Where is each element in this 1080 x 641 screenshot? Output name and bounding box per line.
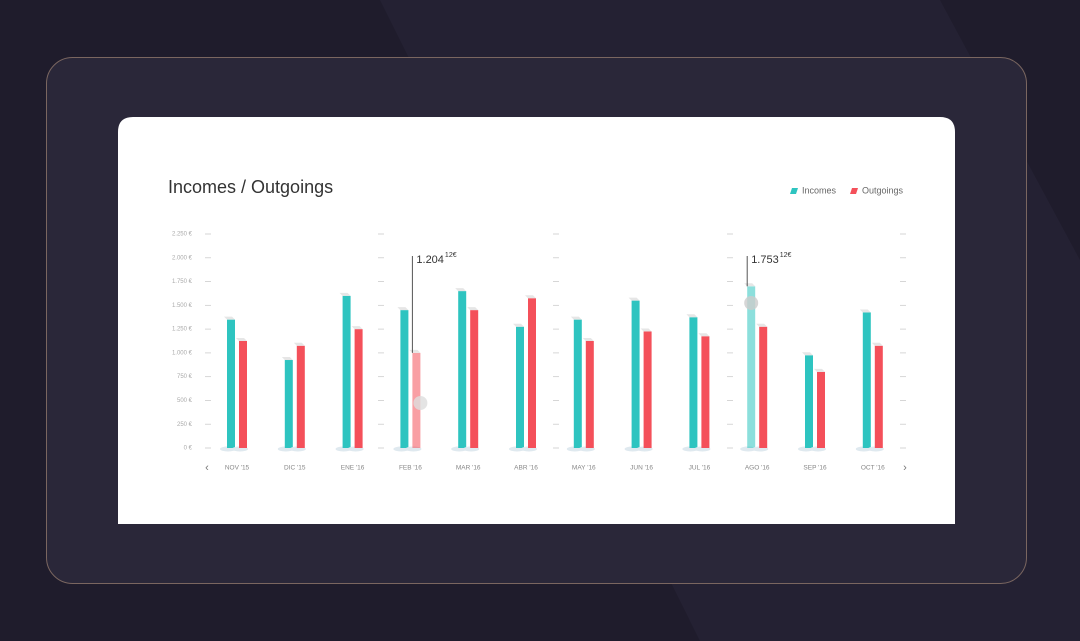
bar-cap bbox=[513, 323, 524, 327]
bar-cap bbox=[281, 357, 293, 361]
bar bbox=[874, 345, 883, 448]
bar-cap bbox=[455, 288, 467, 292]
bar bbox=[747, 286, 756, 448]
bar bbox=[239, 341, 247, 448]
y-tick-label: 1.000 € bbox=[172, 350, 193, 356]
x-tick-label: DIC '15 bbox=[284, 465, 306, 472]
prev-arrow[interactable]: ‹ bbox=[205, 462, 209, 474]
annotation-value: 1.753 bbox=[751, 254, 779, 266]
bar bbox=[516, 326, 524, 448]
x-tick-label: AGO '16 bbox=[745, 465, 770, 472]
bar-cap bbox=[686, 314, 698, 318]
y-tick-label: 1.500 € bbox=[172, 303, 193, 309]
bar bbox=[573, 319, 582, 448]
bar-cap bbox=[698, 333, 710, 337]
bar-cap bbox=[525, 295, 536, 299]
y-tick-label: 0 € bbox=[184, 446, 193, 452]
bar-cap bbox=[467, 307, 479, 311]
bar bbox=[342, 295, 351, 448]
x-tick-label: NOV '15 bbox=[225, 465, 250, 472]
bar bbox=[689, 317, 698, 448]
y-tick-label: 500 € bbox=[177, 398, 193, 404]
chart-title: Incomes / Outgoings bbox=[168, 177, 333, 197]
bar-cap bbox=[224, 316, 235, 320]
x-tick-label: MAY '16 bbox=[572, 465, 596, 472]
bar-cap bbox=[351, 326, 363, 330]
annotation-sup: 12€ bbox=[445, 252, 457, 259]
x-tick-label: SEP '16 bbox=[803, 465, 827, 472]
bar-cap bbox=[814, 368, 825, 372]
bar-cap bbox=[756, 323, 768, 327]
hover-dot bbox=[744, 296, 759, 310]
bar bbox=[227, 319, 235, 448]
x-tick-label: MAR '16 bbox=[456, 465, 481, 472]
bar bbox=[817, 371, 825, 448]
bar-cap bbox=[628, 297, 640, 301]
x-tick-label: OCT '16 bbox=[861, 465, 885, 472]
bar bbox=[528, 298, 536, 448]
y-tick-label: 2.000 € bbox=[172, 255, 193, 261]
bar bbox=[631, 300, 640, 448]
legend-label: Outgoings bbox=[862, 185, 904, 195]
bar bbox=[759, 326, 768, 448]
annotation-value: 1.204 bbox=[416, 254, 444, 266]
bar-cap bbox=[236, 338, 247, 341]
bar-cap bbox=[397, 307, 409, 311]
y-tick-label: 750 € bbox=[177, 374, 193, 380]
bar-cap bbox=[802, 352, 813, 356]
hover-dot bbox=[413, 396, 428, 410]
bar bbox=[296, 345, 305, 448]
bar-cap bbox=[293, 342, 305, 346]
bar bbox=[585, 341, 594, 448]
bar-cap bbox=[871, 342, 883, 346]
x-tick-label: ENE '16 bbox=[341, 465, 365, 472]
y-tick-label: 1.250 € bbox=[172, 327, 193, 333]
next-arrow[interactable]: › bbox=[903, 462, 907, 474]
legend-swatch bbox=[850, 188, 859, 194]
bar bbox=[354, 329, 363, 448]
y-tick-label: 250 € bbox=[177, 422, 193, 428]
bar bbox=[458, 291, 467, 448]
bar bbox=[643, 331, 652, 448]
bar bbox=[470, 310, 479, 448]
bar-cap bbox=[859, 309, 871, 313]
legend-label: Incomes bbox=[802, 185, 837, 195]
x-tick-label: FEB '16 bbox=[399, 465, 422, 472]
legend-swatch bbox=[790, 188, 798, 194]
bar bbox=[284, 360, 293, 448]
bar bbox=[400, 310, 409, 448]
bar-cap bbox=[339, 292, 351, 296]
card bbox=[118, 117, 955, 524]
bar-cap bbox=[570, 316, 582, 320]
annotation-sup: 12€ bbox=[780, 252, 792, 259]
x-tick-label: ABR '16 bbox=[514, 465, 538, 472]
y-tick-label: 1.750 € bbox=[172, 279, 193, 285]
y-tick-label: 2.250 € bbox=[172, 232, 193, 238]
bar bbox=[805, 355, 813, 448]
x-tick-label: JUN '16 bbox=[630, 465, 653, 472]
bar bbox=[862, 312, 871, 448]
bar-cap bbox=[582, 338, 594, 341]
bar-cap bbox=[640, 328, 652, 332]
x-tick-label: JUL '16 bbox=[689, 465, 711, 472]
bar bbox=[701, 336, 710, 448]
